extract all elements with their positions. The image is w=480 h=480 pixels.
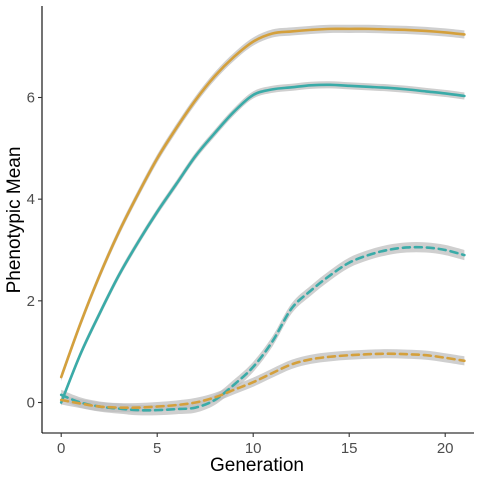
series-lines	[59, 27, 466, 412]
y-tick-label: 2	[27, 293, 35, 310]
x-tick-label: 5	[153, 440, 161, 457]
series-line-3	[59, 245, 466, 412]
x-tick-label: 10	[245, 440, 262, 457]
x-tick-label: 0	[57, 440, 65, 457]
confidence-band-4	[61, 349, 465, 413]
y-tick-label: 4	[27, 191, 35, 208]
x-tick-label: 15	[341, 440, 358, 457]
axes	[41, 6, 474, 434]
y-tick-label: 0	[27, 395, 35, 412]
x-tick-label: 20	[437, 440, 454, 457]
confidence-bands	[61, 24, 465, 416]
y-tick-label: 6	[27, 90, 35, 107]
series-line-2	[59, 83, 466, 404]
x-axis-ticks: 0 5 10 15 20	[57, 433, 454, 457]
x-axis-title: Generation	[210, 455, 304, 476]
series-line-1	[59, 27, 466, 379]
confidence-band-1	[61, 24, 465, 382]
y-axis-title: Phenotypic Mean	[4, 147, 25, 294]
series-line-4	[59, 352, 466, 410]
y-axis-ticks: 0 2 4 6	[27, 90, 42, 412]
